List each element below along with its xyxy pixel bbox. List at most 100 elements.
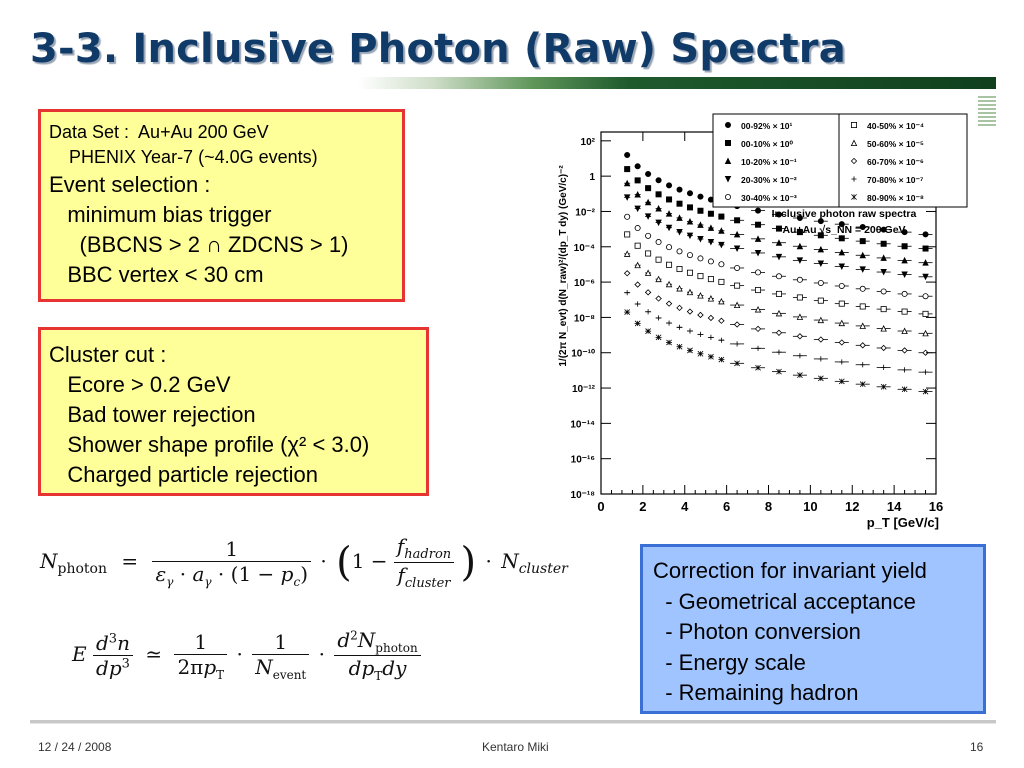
correction-heading: Correction for invariant yield — [653, 558, 927, 583]
y-tick-label: 10⁻¹⁴ — [570, 419, 595, 430]
y-tick-label: 10² — [581, 137, 596, 148]
legend-marker — [724, 157, 732, 164]
data-point — [676, 304, 683, 312]
data-point — [634, 191, 641, 198]
data-point — [755, 364, 761, 371]
y-tick-label: 10⁻¹⁰ — [571, 349, 595, 360]
data-point — [697, 292, 704, 299]
phenix-line: PHENIX Year-7 (~4.0G events) — [49, 147, 318, 167]
data-point — [796, 294, 803, 301]
data-point — [686, 308, 694, 315]
y-tick-label: 10⁻² — [575, 207, 595, 218]
invariant-yield-formula: E d3n dp3 ≃ 1 2πpT · 1 Nevent · d2Nphoton dp… — [72, 628, 421, 683]
data-point — [666, 339, 672, 346]
axis-ticks: 0 2 4 6 8 10 12 14 16 10² 1 10⁻² 10⁻⁴ 10⁻⁶ 10⁻⁸ 10⁻¹⁰ 10… — [570, 132, 943, 530]
legend-marker — [851, 194, 857, 200]
data-point — [859, 342, 866, 349]
annotation-line: Au+Au √s_NN = 200 GeV — [782, 224, 905, 236]
data-point — [655, 239, 662, 246]
data-point — [697, 331, 704, 337]
data-point — [676, 266, 683, 273]
data-point — [901, 256, 908, 264]
data-point — [676, 324, 683, 330]
data-point — [755, 345, 761, 351]
data-point — [718, 356, 725, 363]
data-point — [755, 207, 762, 214]
legend-label: 50-60% × 10⁻⁵ — [867, 139, 924, 149]
data-point — [901, 308, 908, 315]
x-axis-label: p_T [GeV/c] — [867, 515, 939, 530]
data-point — [838, 378, 845, 385]
y-tick-label: 10⁻⁸ — [574, 313, 595, 324]
data-point — [676, 228, 683, 236]
data-point — [734, 282, 741, 289]
data-point — [635, 301, 641, 307]
data-point — [901, 243, 908, 250]
data-point — [817, 316, 825, 324]
data-point — [838, 339, 845, 346]
data-point — [697, 221, 704, 228]
legend-label: 00-10% × 10⁰ — [741, 139, 793, 149]
data-point — [817, 245, 825, 253]
legend-label: 10-20% × 10⁻¹ — [741, 157, 797, 167]
data-point — [922, 329, 929, 337]
data-point — [697, 311, 704, 319]
data-point — [922, 293, 929, 300]
data-point — [655, 219, 662, 227]
data-point — [880, 325, 887, 332]
data-point — [859, 224, 866, 231]
data-point — [686, 288, 694, 296]
data-point — [655, 191, 662, 198]
correction-box: Correction for invariant yield - Geometr… — [640, 544, 986, 714]
x-tick-label: 14 — [887, 499, 902, 514]
data-point — [687, 347, 693, 354]
legend-box — [712, 113, 968, 208]
y-axis-label: 1/(2π N_evt) d(N_raw)²/(dp_T dy) (GeV/c)… — [558, 165, 569, 367]
data-point — [817, 336, 825, 343]
data-point — [775, 253, 783, 261]
series-1 — [624, 166, 933, 252]
legend-marker — [724, 140, 731, 147]
data-point — [708, 334, 714, 340]
data-point — [817, 218, 824, 225]
charged-rejection-line: Charged particle rejection — [49, 462, 319, 487]
annotation-line: Inclusive photon raw spectra — [772, 208, 917, 220]
data-point — [901, 367, 908, 373]
data-point — [666, 196, 673, 203]
data-points — [623, 151, 933, 395]
x-tick-label: 8 — [765, 499, 772, 514]
data-point — [645, 250, 652, 257]
data-point — [859, 251, 866, 259]
data-point — [880, 240, 887, 247]
data-point — [655, 256, 662, 263]
data-point — [645, 232, 652, 239]
data-point — [718, 241, 725, 249]
remaining-hadron-line: - Remaining hadron — [653, 680, 859, 706]
legend-marker — [850, 139, 858, 146]
data-point — [666, 261, 673, 268]
data-point — [859, 285, 866, 292]
data-point — [707, 295, 715, 302]
data-point — [634, 177, 641, 184]
data-point — [645, 185, 652, 192]
x-tick-label: 2 — [639, 499, 646, 514]
data-point — [817, 297, 824, 304]
y-tick-label: 1 — [589, 172, 595, 183]
data-point — [697, 207, 704, 214]
y-tick-label: 10⁻¹² — [572, 384, 596, 395]
x-tick-label: 10 — [803, 499, 817, 514]
geometrical-acceptance-line: - Geometrical acceptance — [653, 588, 916, 614]
data-point — [624, 213, 631, 220]
data-point — [775, 211, 782, 218]
footer-divider — [30, 720, 996, 724]
data-point — [733, 230, 741, 238]
data-point — [666, 244, 673, 251]
data-point — [686, 252, 693, 259]
data-point — [697, 193, 704, 200]
y-tick-label: 10⁻¹⁶ — [571, 455, 595, 466]
data-point — [922, 349, 929, 356]
data-point — [707, 224, 715, 231]
event-selection-line: Event selection : — [49, 172, 211, 197]
data-point — [734, 217, 741, 224]
data-point — [634, 205, 641, 213]
